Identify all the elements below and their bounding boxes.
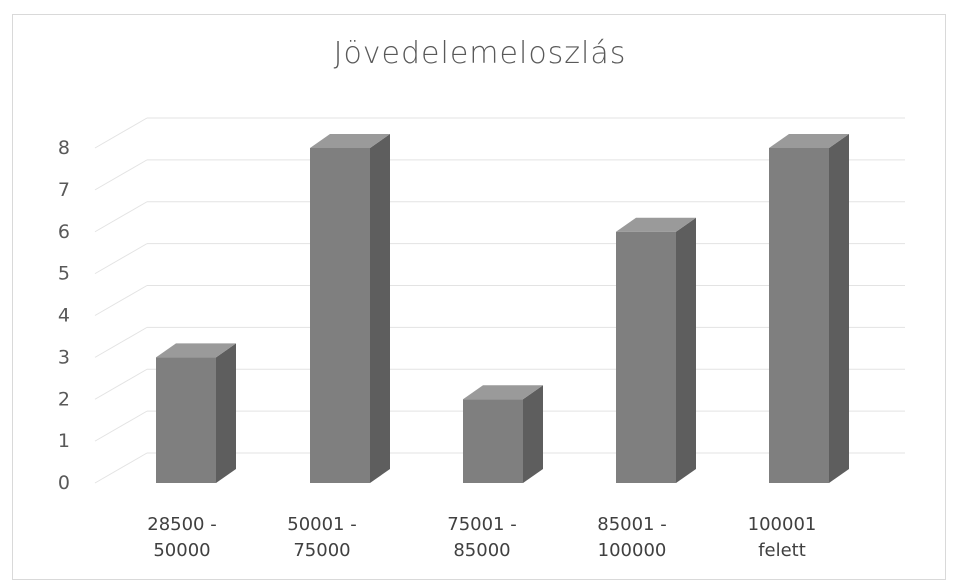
x-category-label-line: 50001 - <box>287 514 356 535</box>
x-category-label-line: 85000 <box>453 540 510 561</box>
x-category-label: 50001 - 75000 <box>287 514 356 561</box>
x-axis-categories: 28500 - 50000 50001 - 75000 75001 - 85000 8500… <box>147 514 816 561</box>
bar <box>310 134 390 483</box>
y-axis-ticks: 0 1 2 3 4 5 6 7 8 <box>58 137 70 494</box>
bar-top <box>769 134 849 148</box>
gridline-depth <box>94 368 148 400</box>
x-category-label-line: 100000 <box>598 540 667 561</box>
y-tick-label: 4 <box>58 305 70 327</box>
y-tick-label: 2 <box>58 388 70 410</box>
gridline-depth <box>94 117 148 149</box>
gridline-depth <box>94 410 148 442</box>
y-tick-label: 0 <box>58 472 70 494</box>
y-tick-label: 6 <box>58 221 70 243</box>
chart-title: Jövedelemeloszlás <box>333 36 627 71</box>
x-category-label-line: felett <box>758 540 806 561</box>
x-category-label: 28500 - 50000 <box>147 514 216 561</box>
y-tick-label: 3 <box>58 346 70 368</box>
gridline-depth <box>94 326 148 358</box>
gridline-depth <box>94 243 148 275</box>
bar-front <box>769 148 829 483</box>
bar-front <box>463 399 523 483</box>
bar <box>463 385 543 483</box>
bar-front <box>156 357 216 483</box>
bar-side <box>676 217 696 483</box>
bar-side <box>523 385 543 483</box>
x-category-label: 75001 - 85000 <box>447 514 516 561</box>
x-category-label: 100001 felett <box>748 514 817 561</box>
bar-side <box>216 343 236 483</box>
bar-top <box>156 343 236 358</box>
y-tick-label: 7 <box>58 179 70 201</box>
x-category-label: 85001 - 100000 <box>597 514 666 561</box>
x-category-label-line: 75001 - <box>447 514 516 535</box>
bar <box>156 343 236 483</box>
bar-side <box>829 134 849 483</box>
bar-top <box>310 134 390 148</box>
x-category-label-line: 50000 <box>153 540 210 561</box>
bar <box>616 217 696 483</box>
bars <box>156 134 849 483</box>
x-category-label-line: 100001 <box>748 514 817 535</box>
bar <box>769 134 849 483</box>
x-category-label-line: 28500 - <box>147 514 216 535</box>
bar-front <box>616 231 676 483</box>
x-category-label-line: 85001 - <box>597 514 666 535</box>
bar-front <box>310 148 370 483</box>
bar-top <box>463 385 543 400</box>
gridline-depth <box>94 285 148 316</box>
x-category-label-line: 75000 <box>293 540 350 561</box>
y-tick-label: 8 <box>58 137 70 159</box>
gridline-depth <box>94 201 148 233</box>
bar-side <box>370 134 390 483</box>
gridline-depth <box>94 159 148 191</box>
gridline-depth <box>94 452 148 484</box>
bar-top <box>616 217 696 232</box>
y-tick-label: 1 <box>58 430 70 452</box>
y-tick-label: 5 <box>58 263 70 285</box>
